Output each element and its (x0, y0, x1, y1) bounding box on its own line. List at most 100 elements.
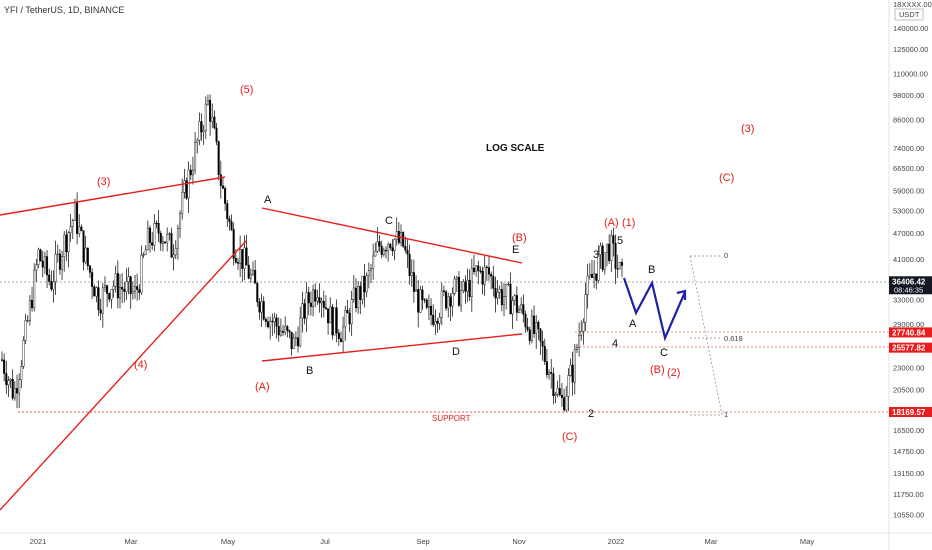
candle-body (159, 233, 162, 244)
candle-body (586, 275, 589, 296)
candle-body (612, 235, 615, 244)
candle-body (453, 278, 456, 294)
candle-body (97, 287, 100, 310)
candle-body (54, 254, 57, 282)
candle-body (247, 264, 250, 279)
candle-body (196, 139, 199, 143)
candle-body (556, 388, 559, 395)
candle-body (217, 141, 220, 176)
candle-body (61, 256, 64, 270)
candle-body (395, 231, 398, 240)
candle-body (346, 310, 349, 314)
fib-618-label: 0.618 (724, 334, 743, 343)
candle-body (305, 292, 308, 319)
candle-body (507, 283, 510, 285)
candle-body (445, 291, 448, 309)
candle-body (252, 270, 255, 275)
candle-body (318, 297, 321, 304)
projection-path (622, 277, 687, 342)
candle-body (239, 249, 242, 264)
candle-body (131, 291, 134, 294)
wave-label: 2 (588, 408, 594, 420)
price-scale-bg (889, 0, 932, 550)
candle-body (597, 254, 600, 281)
x-tick-label: Mar (125, 537, 138, 546)
candle-body (376, 241, 379, 252)
wave-label: A (264, 194, 272, 206)
candle-body (359, 286, 362, 300)
candle-body (483, 266, 486, 285)
x-tick-label: 2021 (30, 537, 47, 546)
candle-body (241, 249, 244, 269)
price-tag-bg (889, 407, 932, 417)
candle-body (262, 301, 265, 320)
candle-body (144, 249, 147, 255)
wave-label: A (629, 318, 637, 330)
candle-body (116, 273, 119, 299)
candle-body (67, 232, 70, 253)
wave-label: B (648, 264, 655, 276)
candle-body (425, 299, 428, 308)
candle-body (232, 229, 235, 259)
candle-body (348, 312, 351, 325)
fib-diagonal-line (689, 255, 723, 416)
candle-body (5, 373, 8, 386)
candle-body (455, 277, 458, 280)
candle-body (498, 289, 501, 293)
candle-body (582, 321, 585, 332)
candle-body (410, 272, 413, 276)
candle-body (191, 169, 194, 176)
candle-body (487, 267, 490, 275)
y-tick-label: 11750.00 (893, 490, 924, 499)
candle-body (7, 380, 10, 386)
candle-body (63, 234, 66, 257)
candle-body (329, 306, 332, 324)
candle-body (610, 235, 613, 262)
candle-body (365, 275, 368, 293)
candle-body (282, 330, 285, 333)
price-tag-bg (889, 327, 932, 338)
price-scale[interactable]: 18XXXX.00 USDT (888, 0, 932, 550)
candle-body (404, 245, 407, 251)
candle-body (601, 245, 604, 270)
candle-body (599, 245, 602, 255)
candle-body (254, 270, 257, 284)
candle-body (479, 270, 482, 272)
candle-body (554, 394, 557, 396)
candle-body (179, 213, 182, 229)
candle-body (511, 300, 514, 315)
candle-body (153, 222, 156, 246)
candle-body (65, 234, 68, 253)
candle-body (88, 265, 91, 273)
candle-body (273, 317, 276, 323)
candle-body (95, 287, 98, 297)
y-tick-label: 74000.00 (893, 144, 924, 153)
candle-body (500, 289, 503, 306)
candle-body (275, 317, 278, 327)
candle-body (513, 295, 516, 301)
candle-body (299, 317, 302, 347)
wave-label: (1) (622, 217, 635, 229)
candle-body (541, 341, 544, 347)
candle-body (580, 331, 583, 336)
wave-label: (A) (604, 217, 619, 229)
candle-body (569, 364, 572, 376)
x-tick-label: Nov (512, 537, 526, 546)
y-tick-label: 29000.00 (893, 320, 924, 329)
candle-body (43, 256, 46, 268)
candle-body (215, 127, 218, 142)
candle-body (50, 281, 53, 290)
candle-body (415, 289, 418, 292)
candle-body (277, 326, 280, 336)
y-tick-label: 33000.00 (893, 296, 924, 305)
candle-body (20, 366, 23, 380)
x-tick-label: 2022 (608, 537, 625, 546)
y-tick-label: 140000.00 (893, 24, 928, 33)
candle-body (324, 307, 327, 309)
candle-body (590, 274, 593, 278)
candle-body (22, 340, 25, 367)
candle-body (82, 230, 85, 263)
wave-label: (3) (741, 123, 754, 135)
candle-body (202, 130, 205, 133)
